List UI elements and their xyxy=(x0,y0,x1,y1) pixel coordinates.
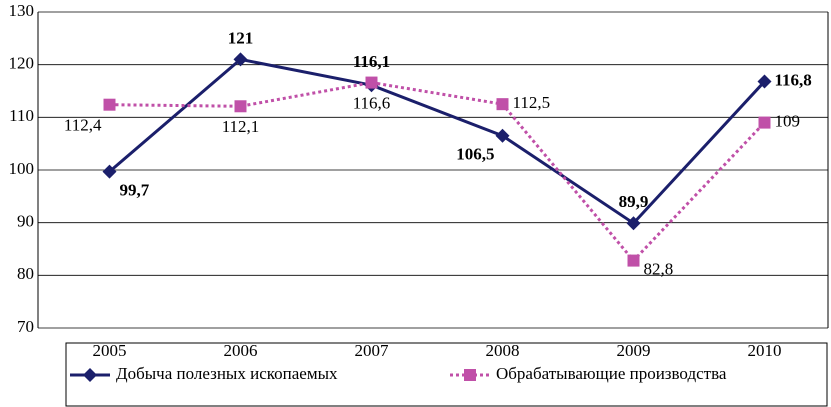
data-label: 116,1 xyxy=(353,52,390,71)
legend-marker xyxy=(83,368,97,382)
data-label: 109 xyxy=(775,112,801,131)
data-label: 89,9 xyxy=(619,192,649,211)
point xyxy=(103,98,116,111)
data-label: 121 xyxy=(228,28,254,47)
series-line xyxy=(108,57,766,226)
y-tick-label: 80 xyxy=(17,264,34,283)
data-label: 112,1 xyxy=(222,117,260,136)
point xyxy=(234,100,247,113)
y-tick-label: 120 xyxy=(9,54,35,73)
x-tick-label: 2006 xyxy=(224,341,258,360)
y-tick-label: 70 xyxy=(17,317,34,336)
y-tick-label: 110 xyxy=(9,106,34,125)
data-label: 112,5 xyxy=(513,93,551,112)
point xyxy=(496,98,509,111)
point xyxy=(757,74,772,89)
point xyxy=(495,128,510,143)
point xyxy=(102,164,117,179)
legend-marker xyxy=(464,369,476,381)
data-label: 99,7 xyxy=(120,180,150,199)
point xyxy=(365,76,378,89)
data-label: 116,6 xyxy=(353,93,391,112)
x-tick-label: 2010 xyxy=(748,341,782,360)
data-label: 116,8 xyxy=(775,70,812,89)
y-tick-label: 100 xyxy=(9,159,35,178)
data-label: 82,8 xyxy=(644,259,674,278)
point xyxy=(626,216,641,231)
series-line xyxy=(109,81,766,263)
data-label: 106,5 xyxy=(456,145,494,164)
data-label: 112,4 xyxy=(64,116,102,135)
x-tick-label: 2005 xyxy=(93,341,127,360)
legend-box xyxy=(65,342,828,407)
x-tick-label: 2009 xyxy=(617,341,651,360)
point xyxy=(758,116,771,129)
legend-label: Добыча полезных ископаемых xyxy=(116,364,338,383)
x-tick-label: 2007 xyxy=(355,341,390,360)
y-tick-label: 90 xyxy=(17,212,34,231)
legend-label: Обрабатывающие производства xyxy=(496,364,727,383)
point xyxy=(233,52,248,67)
y-tick-label: 130 xyxy=(9,1,35,20)
x-tick-label: 2008 xyxy=(486,341,520,360)
point xyxy=(627,254,640,267)
